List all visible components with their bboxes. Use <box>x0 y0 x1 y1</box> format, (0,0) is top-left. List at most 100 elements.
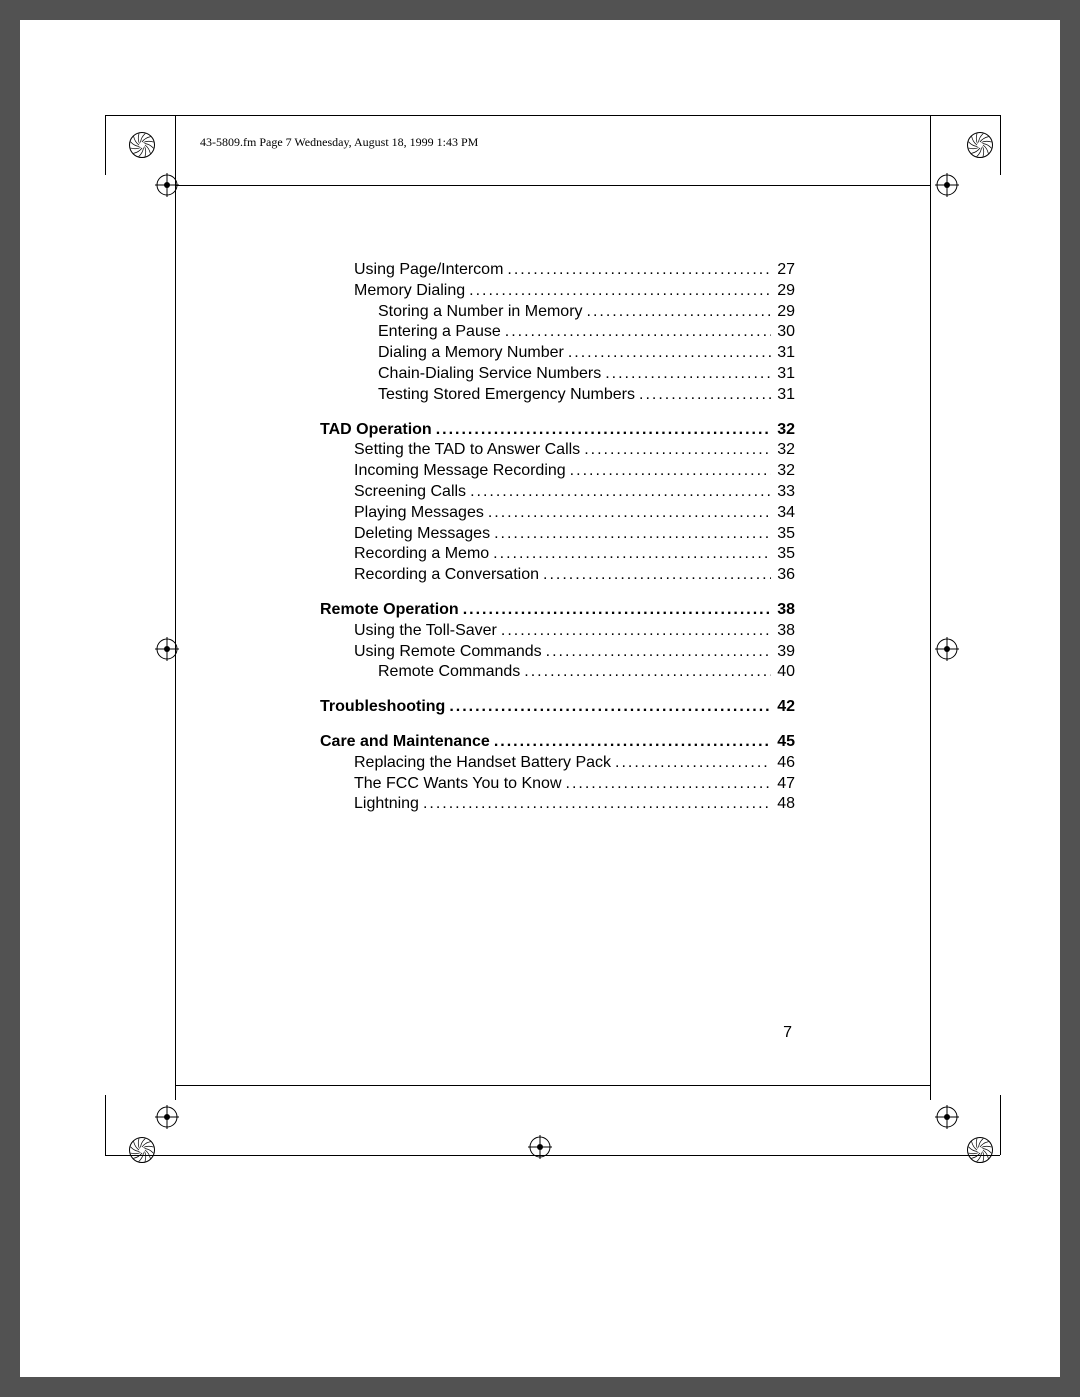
swirl-icon <box>129 1137 155 1163</box>
toc-leader-dots <box>445 697 771 718</box>
toc-label: Remote Operation <box>320 600 459 621</box>
toc-page: 31 <box>771 364 795 385</box>
toc-entry: Testing Stored Emergency Numbers 31 <box>320 385 795 406</box>
toc-entry: Lightning 48 <box>320 794 795 815</box>
toc-leader-dots <box>432 420 771 441</box>
toc-page: 35 <box>771 544 795 565</box>
toc-page: 31 <box>771 343 795 364</box>
frame-line-bot2 <box>175 1085 930 1086</box>
toc-leader-dots <box>564 343 771 364</box>
toc-page: 38 <box>771 600 795 621</box>
toc-label: Lightning <box>354 794 419 815</box>
toc-entry: Deleting Messages 35 <box>320 524 795 545</box>
toc-label: Troubleshooting <box>320 697 445 718</box>
toc-page: 36 <box>771 565 795 586</box>
toc-page: 30 <box>771 322 795 343</box>
toc-gap <box>320 683 795 697</box>
toc-entry: Storing a Number in Memory 29 <box>320 302 795 323</box>
toc-page: 39 <box>771 642 795 663</box>
toc-label: Recording a Memo <box>354 544 489 565</box>
toc-label: Memory Dialing <box>354 281 465 302</box>
frame-line-left2 <box>175 115 176 1100</box>
toc-leader-dots <box>542 642 771 663</box>
toc-label: Using Remote Commands <box>354 642 542 663</box>
toc-entry: Dialing a Memory Number 31 <box>320 343 795 364</box>
toc-leader-dots <box>419 794 771 815</box>
toc-leader-dots <box>583 302 771 323</box>
toc-page: 45 <box>771 732 795 753</box>
toc-entry: Recording a Conversation 36 <box>320 565 795 586</box>
toc-entry: Screening Calls 33 <box>320 482 795 503</box>
toc-label: Recording a Conversation <box>354 565 539 586</box>
table-of-contents: Using Page/Intercom 27Memory Dialing 29S… <box>320 260 795 815</box>
toc-entry: Care and Maintenance 45 <box>320 732 795 753</box>
crosshair-icon <box>155 637 179 661</box>
toc-label: Setting the TAD to Answer Calls <box>354 440 580 461</box>
toc-entry: Using Remote Commands 39 <box>320 642 795 663</box>
toc-entry: Incoming Message Recording 32 <box>320 461 795 482</box>
toc-entry: Memory Dialing 29 <box>320 281 795 302</box>
toc-entry: TAD Operation 32 <box>320 420 795 441</box>
toc-entry: Playing Messages 34 <box>320 503 795 524</box>
toc-leader-dots <box>465 281 771 302</box>
toc-label: Playing Messages <box>354 503 484 524</box>
frame-line-right <box>1000 115 1001 175</box>
toc-label: Testing Stored Emergency Numbers <box>378 385 635 406</box>
toc-label: Deleting Messages <box>354 524 490 545</box>
toc-leader-dots <box>459 600 771 621</box>
toc-leader-dots <box>611 753 771 774</box>
toc-leader-dots <box>566 461 771 482</box>
frame-line-botright <box>1000 1095 1001 1155</box>
toc-page: 40 <box>771 662 795 683</box>
toc-page: 47 <box>771 774 795 795</box>
toc-leader-dots <box>466 482 771 503</box>
toc-label: Using Page/Intercom <box>354 260 503 281</box>
toc-label: Replacing the Handset Battery Pack <box>354 753 611 774</box>
swirl-icon <box>129 132 155 158</box>
toc-entry: Entering a Pause 30 <box>320 322 795 343</box>
toc-leader-dots <box>562 774 771 795</box>
toc-page: 42 <box>771 697 795 718</box>
toc-leader-dots <box>490 732 771 753</box>
page-number: 7 <box>783 1024 792 1042</box>
toc-label: Using the Toll-Saver <box>354 621 497 642</box>
toc-leader-dots <box>497 621 771 642</box>
swirl-icon <box>967 132 993 158</box>
toc-page: 32 <box>771 461 795 482</box>
toc-label: Storing a Number in Memory <box>378 302 583 323</box>
toc-page: 48 <box>771 794 795 815</box>
frame-line-bot <box>105 1155 1000 1156</box>
toc-leader-dots <box>489 544 771 565</box>
frame-line-botleft <box>105 1095 106 1155</box>
toc-leader-dots <box>601 364 771 385</box>
toc-page: 34 <box>771 503 795 524</box>
toc-entry: Remote Commands 40 <box>320 662 795 683</box>
frame-line-left <box>105 115 106 175</box>
toc-page: 32 <box>771 440 795 461</box>
toc-page: 35 <box>771 524 795 545</box>
toc-gap <box>320 586 795 600</box>
toc-label: The FCC Wants You to Know <box>354 774 562 795</box>
toc-label: Care and Maintenance <box>320 732 490 753</box>
toc-entry: Troubleshooting 42 <box>320 697 795 718</box>
header-imprint: 43-5809.fm Page 7 Wednesday, August 18, … <box>200 135 478 150</box>
toc-leader-dots <box>520 662 771 683</box>
toc-label: Dialing a Memory Number <box>378 343 564 364</box>
toc-leader-dots <box>503 260 771 281</box>
toc-label: Incoming Message Recording <box>354 461 566 482</box>
toc-label: Remote Commands <box>378 662 520 683</box>
toc-leader-dots <box>501 322 771 343</box>
crosshair-icon <box>935 173 959 197</box>
toc-page: 38 <box>771 621 795 642</box>
frame-line-right2 <box>930 115 931 1100</box>
toc-entry: Using the Toll-Saver 38 <box>320 621 795 642</box>
toc-gap <box>320 718 795 732</box>
toc-label: Screening Calls <box>354 482 466 503</box>
crosshair-icon <box>935 637 959 661</box>
toc-entry: Setting the TAD to Answer Calls 32 <box>320 440 795 461</box>
toc-page: 31 <box>771 385 795 406</box>
toc-entry: Chain-Dialing Service Numbers 31 <box>320 364 795 385</box>
toc-label: Chain-Dialing Service Numbers <box>378 364 601 385</box>
toc-gap <box>320 406 795 420</box>
toc-page: 32 <box>771 420 795 441</box>
